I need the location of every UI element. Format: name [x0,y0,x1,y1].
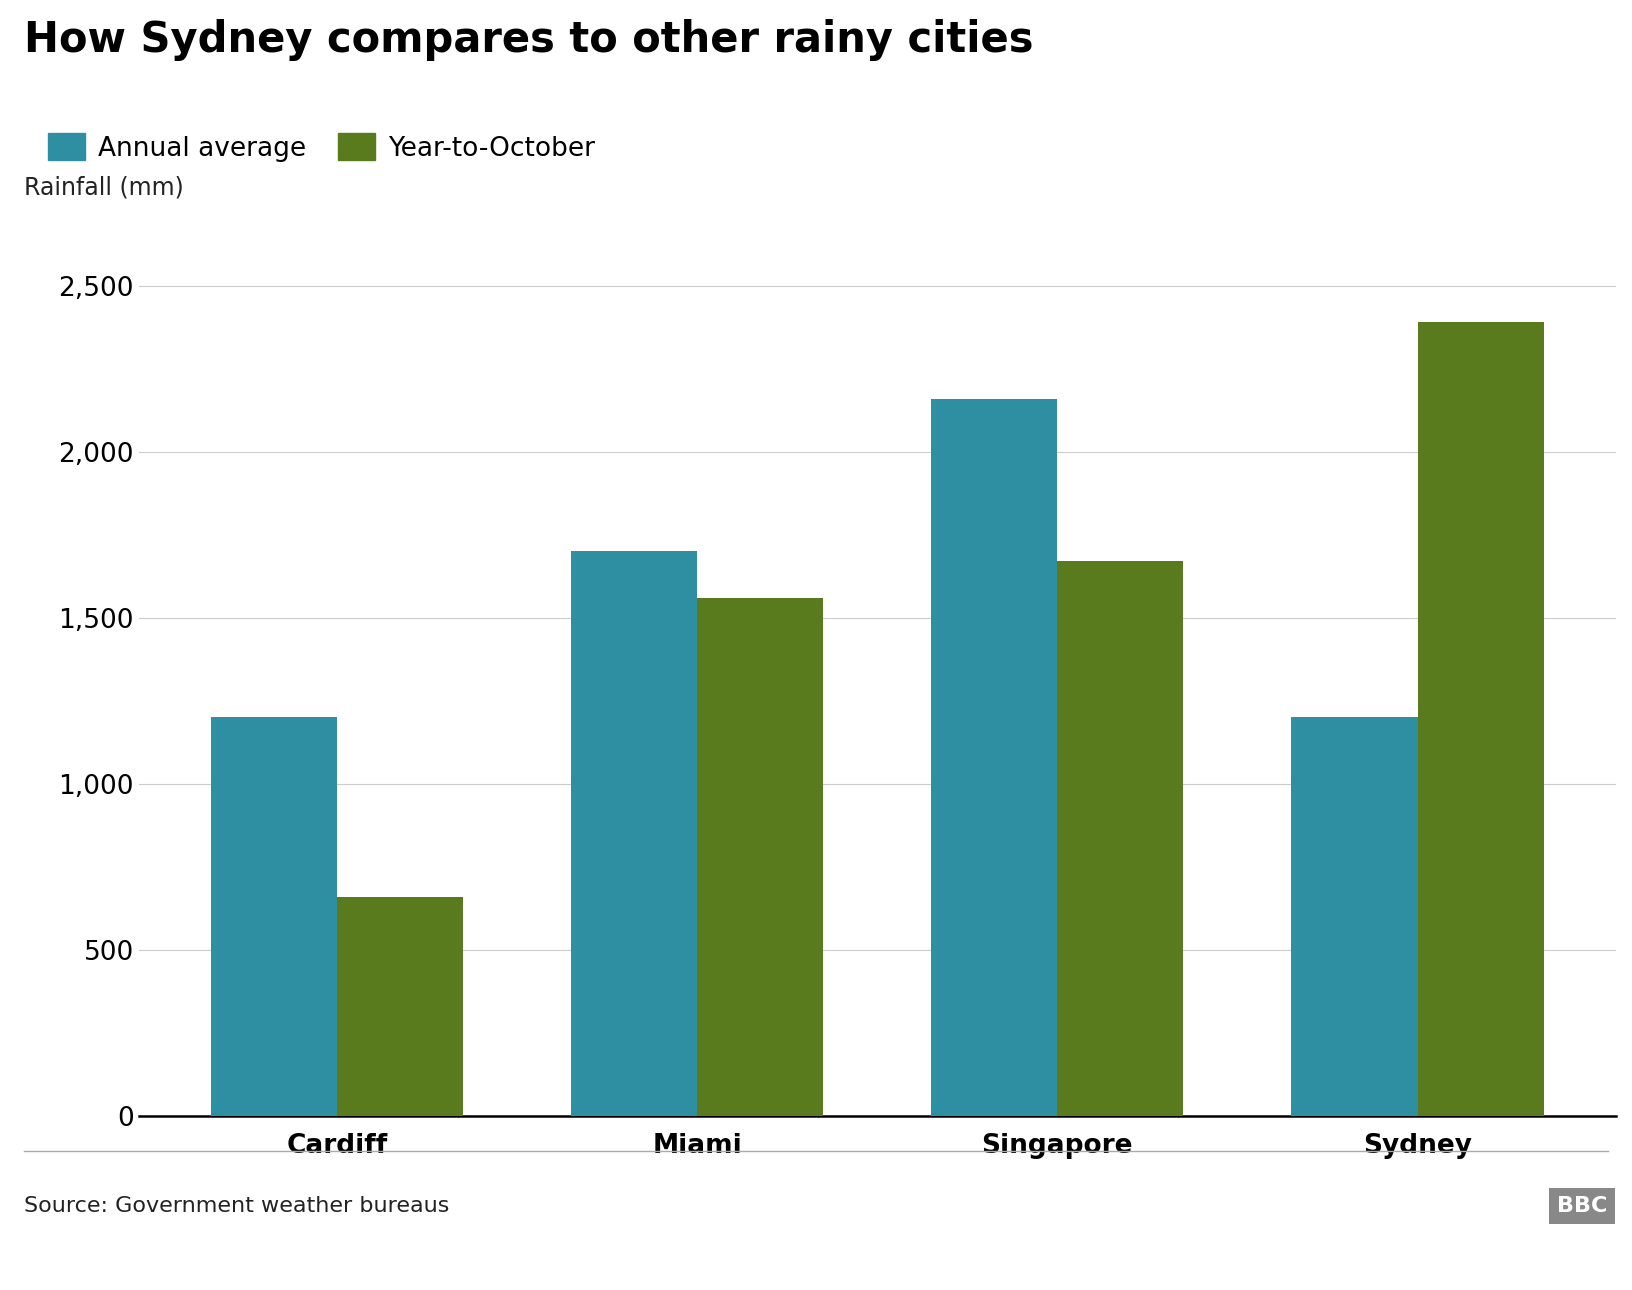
Text: Rainfall (mm): Rainfall (mm) [24,175,184,200]
Text: How Sydney compares to other rainy cities: How Sydney compares to other rainy citie… [24,19,1035,62]
Text: Source: Government weather bureaus: Source: Government weather bureaus [24,1196,450,1216]
Bar [1291,717,1418,1116]
Bar [1418,322,1544,1116]
Bar [697,597,823,1116]
Legend: Annual average, Year-to-October: Annual average, Year-to-October [38,123,605,173]
Bar [211,717,336,1116]
Text: BBC: BBC [1557,1196,1608,1216]
Bar [932,399,1058,1116]
Bar [336,897,463,1116]
Bar [571,551,697,1116]
Bar [1058,561,1183,1116]
